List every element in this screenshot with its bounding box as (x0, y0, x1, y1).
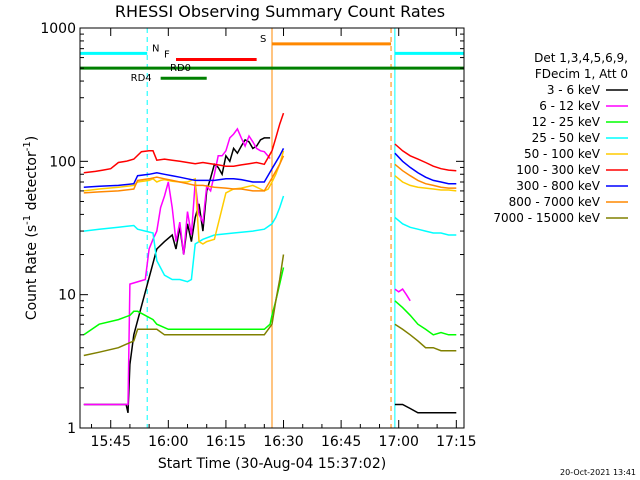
y-tick-label-10: 10 (58, 288, 76, 304)
flag-label-rd0: RD0 (170, 63, 191, 74)
flag-label-f: F (164, 50, 170, 61)
legend-label-3-6-kev: 3 - 6 keV (547, 83, 601, 97)
legend: Det 1,3,4,5,6,9, FDecim 1, Att 0 3 - 6 k… (493, 51, 628, 225)
legend-label-6-12-kev: 6 - 12 keV (539, 99, 601, 113)
legend-label-50-100-kev: 50 - 100 keV (524, 147, 601, 161)
x-tick-label-23: 16:00 (148, 434, 188, 450)
series-line-7000-15000-kev (83, 254, 285, 357)
y-tick-label-100: 100 (49, 154, 76, 170)
legend-label-800-7000-kev: 800 - 7000 keV (509, 195, 601, 209)
series-line-6-12-kev-after-gap (394, 288, 411, 302)
legend-label-25-50-kev: 25 - 50 keV (532, 131, 601, 145)
x-tick-label-38: 16:15 (206, 434, 246, 450)
x-tick-label-8: 15:45 (91, 434, 131, 450)
legend-header-2: FDecim 1, Att 0 (535, 67, 628, 81)
y-tick-label-1000: 1000 (40, 21, 76, 37)
series-line-800-7000-kev-after-gap (394, 163, 457, 189)
series-line-25-50-kev-after-gap (394, 216, 457, 236)
x-tick-label-98: 17:15 (436, 434, 476, 450)
series-line-50-100-kev-after-gap (394, 175, 457, 192)
footer-date: 20-Oct-2021 13:41 (560, 468, 636, 477)
series-line-100-300-kev-after-gap (394, 143, 457, 172)
flag-label-s: S (260, 34, 266, 45)
legend-label-7000-15000-kev: 7000 - 15000 keV (493, 211, 600, 225)
series-line-7000-15000-kev-after-gap (394, 323, 457, 352)
series-line-12-25-kev-after-gap (394, 300, 457, 336)
legend-header-1: Det 1,3,4,5,6,9, (534, 51, 628, 65)
legend-label-100-300-kev: 100 - 300 keV (516, 163, 600, 177)
y-axis-label: Count Rate (s-1 detector-1) (22, 136, 40, 320)
y-tick-label-1: 1 (67, 421, 76, 437)
legend-label-12-25-kev: 12 - 25 keV (532, 115, 601, 129)
flag-label-n: N (152, 43, 159, 54)
series-line-25-50-kev (83, 195, 285, 283)
series-line-300-800-kev-after-gap (394, 152, 457, 185)
legend-label-300-800-kev: 300 - 800 keV (516, 179, 600, 193)
chart-title: RHESSI Observing Summary Count Rates (115, 2, 445, 21)
x-tick-label-68: 16:45 (321, 434, 361, 450)
series-line-12-25-kev (83, 267, 285, 336)
x-tick-label-83: 17:00 (379, 434, 419, 450)
flag-label-rd4: RD4 (131, 73, 152, 84)
x-axis-label: Start Time (30-Aug-04 15:37:02) (158, 456, 386, 472)
series-line-6-12-kev (83, 127, 271, 406)
series-line-300-800-kev (83, 148, 285, 188)
x-tick-label-53: 16:30 (263, 434, 303, 450)
series-line-3-6-kev-after-gap (394, 403, 457, 414)
series-line-50-100-kev (83, 150, 285, 245)
plot-frame (79, 27, 465, 429)
series-line-800-7000-kev (83, 155, 285, 194)
series-line-100-300-kev (83, 112, 285, 174)
